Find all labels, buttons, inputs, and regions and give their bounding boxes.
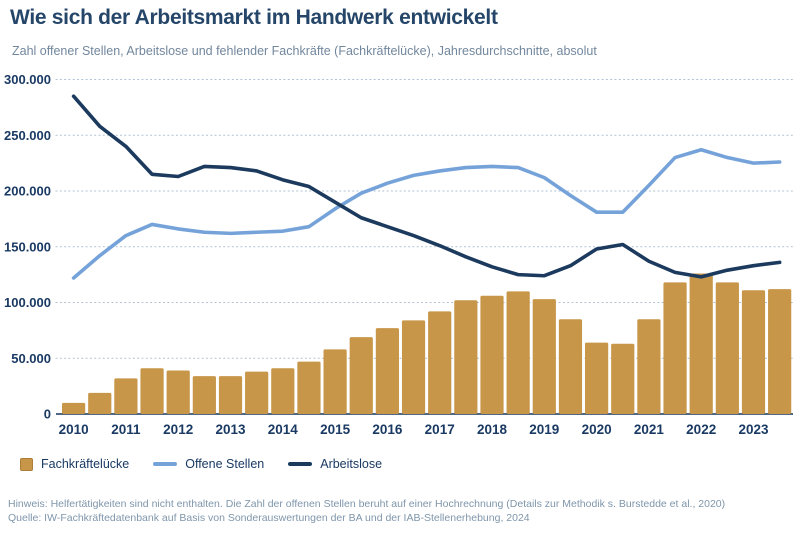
bar-fachkraefteluecke <box>637 319 661 414</box>
bar-fachkraefteluecke <box>192 376 216 414</box>
bar-fachkraefteluecke <box>166 370 190 414</box>
legend-item-offene-stellen: Offene Stellen <box>153 457 264 471</box>
chart-plot-area: 0 50.000 100.000 150.000 200.000 250.000 300.0… <box>4 72 794 437</box>
line-swatch-icon <box>153 462 178 466</box>
x-tick-label: 2010 <box>59 422 89 437</box>
x-tick-label: 2017 <box>425 422 455 437</box>
footnote: Hinweis: Helfertätigkeiten sind nicht en… <box>8 497 792 525</box>
bar-fachkraefteluecke <box>715 282 739 414</box>
x-tick-label: 2014 <box>268 422 299 437</box>
chart-subtitle: Zahl offener Stellen, Arbeitslose und fe… <box>12 44 597 58</box>
y-tick-label: 200.000 <box>4 184 51 199</box>
bar-fachkraefteluecke <box>88 392 112 414</box>
x-tick-label: 2018 <box>477 422 508 437</box>
y-tick-label: 50.000 <box>11 351 51 366</box>
bar-fachkraefteluecke <box>245 371 269 414</box>
y-tick-label: 150.000 <box>4 239 51 254</box>
x-tick-label: 2016 <box>372 422 403 437</box>
y-tick-label: 300.000 <box>4 72 51 87</box>
x-tick-label: 2021 <box>634 422 665 437</box>
bar-fachkraefteluecke <box>611 343 635 414</box>
page-title: Wie sich der Arbeitsmarkt im Handwerk en… <box>10 6 498 29</box>
x-tick-label: 2012 <box>163 422 193 437</box>
x-tick-label: 2022 <box>686 422 716 437</box>
x-tick-label: 2011 <box>111 422 141 437</box>
bar-fachkraefteluecke <box>297 361 321 414</box>
bar-fachkraefteluecke <box>585 342 609 414</box>
y-tick-label: 100.000 <box>4 295 51 310</box>
bar-fachkraefteluecke <box>663 282 687 414</box>
bar-fachkraefteluecke <box>506 291 530 414</box>
bar-fachkraefteluecke <box>323 349 347 414</box>
x-tick-label: 2013 <box>215 422 246 437</box>
bar-fachkraefteluecke <box>532 299 556 414</box>
legend-label: Arbeitslose <box>320 457 383 471</box>
bar-fachkraefteluecke <box>114 378 138 414</box>
bar-fachkraefteluecke <box>768 289 792 414</box>
x-tick-label: 2020 <box>582 422 612 437</box>
bar-swatch-icon <box>20 457 33 471</box>
legend: Fachkräftelücke Offene Stellen Arbeitslo… <box>20 457 382 471</box>
x-tick-label: 2019 <box>529 422 559 437</box>
x-tick-label: 2015 <box>320 422 351 437</box>
bar-fachkraefteluecke <box>62 402 86 414</box>
source-line: Quelle: IW-Fachkräftedatenbank auf Basis… <box>8 512 530 524</box>
bar-fachkraefteluecke <box>741 290 766 414</box>
bar-fachkraefteluecke <box>375 328 399 414</box>
legend-item-arbeitslose: Arbeitslose <box>288 457 382 471</box>
legend-item-fachkraefteluecke: Fachkräftelücke <box>20 457 129 471</box>
line-swatch-icon <box>288 462 313 466</box>
x-tick-label: 2023 <box>738 422 769 437</box>
y-tick-label: 0 <box>44 407 51 422</box>
legend-label: Fachkräftelücke <box>41 457 130 471</box>
y-tick-label: 250.000 <box>4 128 51 143</box>
bar-fachkraefteluecke <box>454 300 478 414</box>
bar-fachkraefteluecke <box>218 376 243 414</box>
line-offene-stellen <box>71 147 782 280</box>
note-line: Hinweis: Helfertätigkeiten sind nicht en… <box>8 498 726 510</box>
bar-fachkraefteluecke <box>689 273 713 414</box>
bar-fachkraefteluecke <box>140 368 164 414</box>
bar-fachkraefteluecke <box>349 337 373 414</box>
bar-fachkraefteluecke <box>271 368 295 414</box>
bar-fachkraefteluecke <box>558 319 583 414</box>
bar-fachkraefteluecke <box>428 311 452 414</box>
legend-label: Offene Stellen <box>185 457 265 471</box>
line-arbeitslose <box>71 94 782 279</box>
bar-fachkraefteluecke <box>401 320 426 414</box>
bar-fachkraefteluecke <box>480 295 504 414</box>
